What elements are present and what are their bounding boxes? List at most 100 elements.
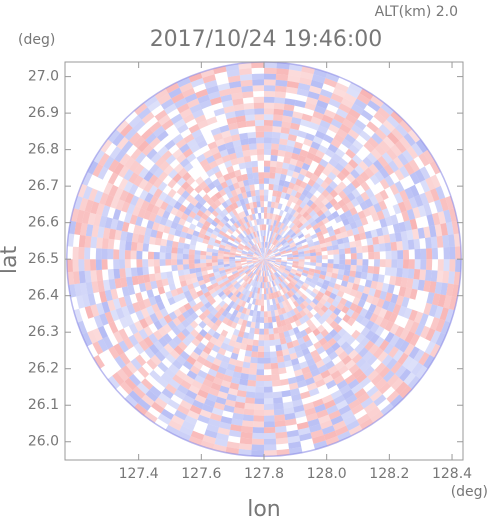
radar-cell bbox=[259, 259, 264, 263]
radar-cell bbox=[289, 272, 296, 277]
radar-cell bbox=[213, 271, 221, 276]
radar-cell bbox=[72, 246, 79, 260]
radar-cell bbox=[373, 251, 380, 260]
radar-cell bbox=[323, 374, 334, 384]
radar-cell bbox=[199, 228, 207, 235]
radar-cell bbox=[229, 264, 236, 269]
radar-cell bbox=[419, 192, 429, 206]
radar-cell bbox=[273, 333, 280, 340]
radar-cell bbox=[272, 239, 277, 245]
radar-cell bbox=[159, 347, 170, 358]
radar-cell bbox=[131, 233, 139, 243]
radar-cell bbox=[92, 163, 104, 178]
radar-cell bbox=[77, 183, 88, 198]
radar-cell bbox=[252, 85, 264, 92]
radar-cell bbox=[242, 420, 254, 427]
radar-cell bbox=[270, 237, 275, 244]
radar-cell bbox=[176, 177, 187, 187]
radar-cell bbox=[228, 152, 237, 161]
radar-cell bbox=[188, 123, 200, 134]
radar-cell bbox=[377, 107, 391, 120]
radar-cell bbox=[234, 401, 246, 409]
radar-cell bbox=[206, 354, 216, 364]
radar-cell bbox=[382, 136, 395, 149]
radar-cell bbox=[253, 237, 258, 244]
radar-cell bbox=[268, 281, 272, 288]
radar-cell bbox=[256, 269, 260, 276]
radar-cell bbox=[364, 198, 374, 208]
radar-cell bbox=[271, 274, 276, 280]
radar-cell bbox=[67, 233, 75, 247]
radar-cell bbox=[118, 178, 129, 190]
radar-cell bbox=[223, 374, 233, 383]
radar-cell bbox=[196, 342, 206, 351]
radar-cell bbox=[246, 385, 256, 393]
radar-cell bbox=[268, 269, 272, 276]
radar-cell bbox=[101, 301, 111, 314]
radar-cell bbox=[252, 280, 257, 287]
radar-cell bbox=[242, 250, 248, 254]
radar-cell bbox=[264, 259, 270, 262]
radar-cell bbox=[221, 154, 231, 163]
radar-cell bbox=[316, 163, 326, 173]
radar-cell bbox=[222, 224, 230, 231]
radar-cell bbox=[230, 234, 237, 240]
radar-cell bbox=[378, 366, 391, 379]
radar-cell bbox=[267, 310, 272, 317]
radar-cell bbox=[230, 189, 238, 197]
radar-cell bbox=[334, 162, 345, 172]
radar-cell bbox=[292, 217, 299, 225]
radar-cell bbox=[217, 427, 231, 436]
radar-cell bbox=[321, 228, 329, 235]
radar-cell bbox=[74, 221, 82, 235]
radar-cell bbox=[289, 241, 296, 247]
radar-cell bbox=[264, 259, 265, 265]
radar-cell bbox=[443, 259, 450, 272]
radar-cell bbox=[249, 279, 254, 286]
radar-cell bbox=[305, 339, 314, 348]
radar-cell bbox=[259, 287, 263, 294]
radar-cell bbox=[369, 333, 380, 344]
radar-cell bbox=[308, 121, 320, 131]
radar-cell bbox=[243, 237, 249, 243]
radar-cell bbox=[226, 69, 240, 78]
radar-cell bbox=[269, 259, 276, 260]
radar-cell bbox=[292, 399, 303, 408]
radar-cell bbox=[133, 342, 145, 355]
radar-cell bbox=[254, 268, 259, 275]
radar-cell bbox=[408, 346, 420, 360]
radar-cell bbox=[264, 247, 266, 254]
radar-cell bbox=[210, 363, 220, 372]
radar-cell bbox=[148, 212, 157, 222]
radar-cell bbox=[365, 294, 374, 304]
radar-cell bbox=[248, 264, 254, 268]
radar-cell bbox=[425, 328, 436, 342]
radar-cell bbox=[237, 268, 244, 272]
radar-cell bbox=[282, 186, 289, 194]
radar-cell bbox=[397, 305, 407, 317]
radar-cell bbox=[284, 244, 290, 249]
radar-cell bbox=[355, 290, 363, 300]
radar-cell bbox=[275, 278, 281, 285]
radar-cell bbox=[299, 309, 307, 317]
radar-cell bbox=[251, 246, 257, 251]
radar-cell bbox=[231, 418, 243, 426]
radar-cell bbox=[124, 394, 138, 408]
radar-cell bbox=[273, 184, 279, 191]
radar-cell bbox=[188, 436, 203, 446]
radar-cell bbox=[360, 191, 370, 202]
radar-cell bbox=[282, 348, 290, 356]
radar-cell bbox=[244, 161, 252, 169]
radar-cell bbox=[285, 236, 292, 242]
radar-cell bbox=[171, 92, 185, 104]
radar-cell bbox=[408, 159, 420, 173]
radar-cell bbox=[235, 297, 241, 305]
radar-cell bbox=[374, 170, 385, 182]
radar-cell bbox=[256, 310, 261, 317]
radar-cell bbox=[158, 114, 171, 126]
radar-cell bbox=[321, 294, 330, 302]
radar-cell bbox=[156, 376, 169, 388]
radar-cell bbox=[204, 429, 218, 439]
radar-cell bbox=[352, 213, 361, 222]
radar-cell bbox=[162, 210, 171, 220]
